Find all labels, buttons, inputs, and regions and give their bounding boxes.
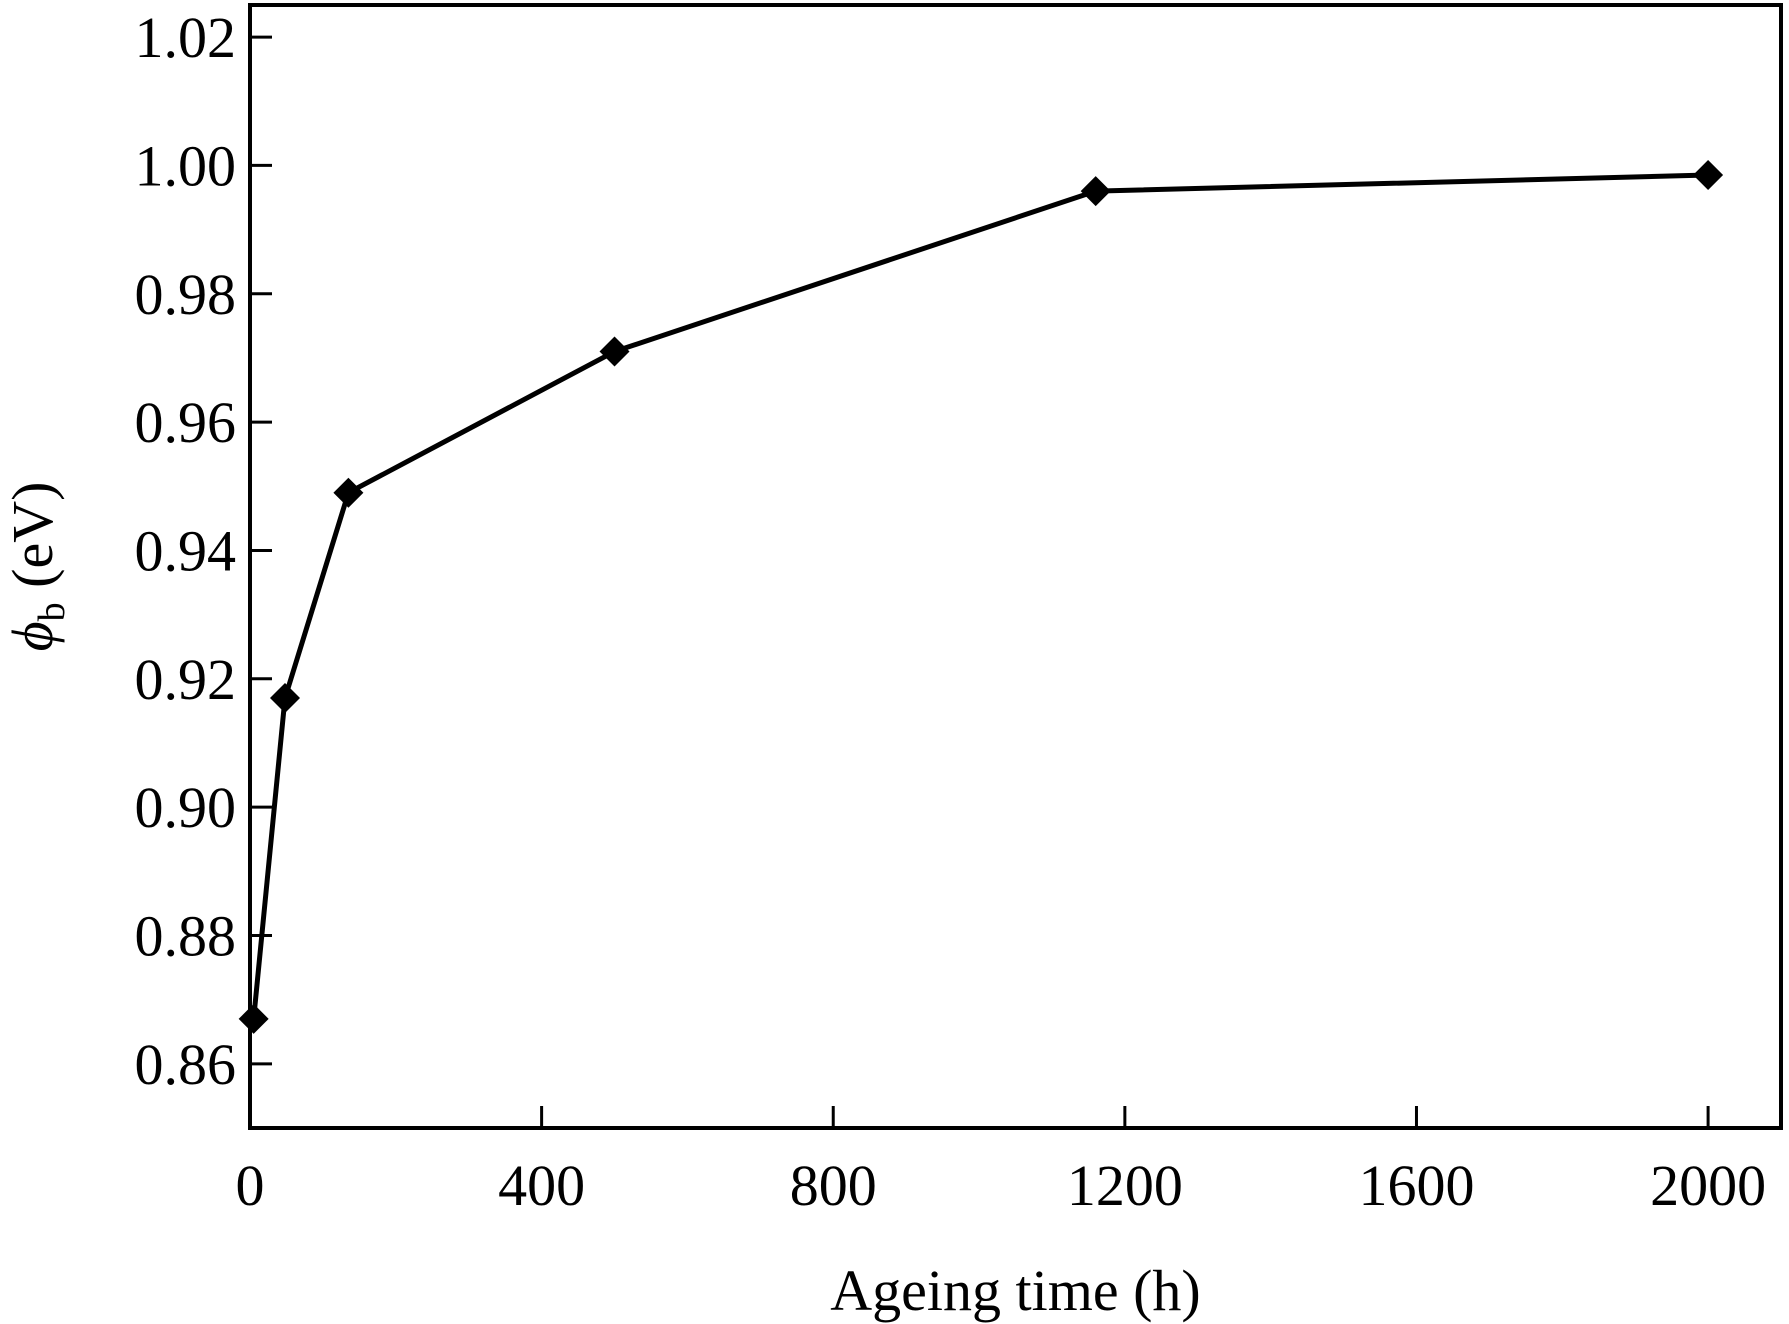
x-tick-label: 800	[790, 1153, 877, 1218]
x-tick-label: 0	[236, 1153, 265, 1218]
plot-frame	[248, 3, 1783, 1130]
y-tick-label: 0.90	[135, 775, 237, 840]
x-tick-label: 400	[498, 1153, 585, 1218]
y-tick-label: 0.88	[135, 903, 237, 968]
data-point-diamond	[333, 477, 364, 508]
x-axis-title: Ageing time (h)	[830, 1258, 1200, 1323]
y-tick-label: 0.92	[135, 647, 237, 712]
y-axis-unit-space	[0, 588, 65, 603]
data-point-diamond	[269, 683, 300, 714]
data-point-diamond	[238, 1003, 269, 1034]
y-axis-symbol: ϕ	[0, 621, 65, 651]
y-tick-label: 0.94	[135, 518, 237, 583]
series-line	[251, 172, 1709, 1020]
y-tick-label: 0.98	[135, 262, 237, 327]
y-tick-label: 1.00	[135, 133, 237, 198]
y-axis-unit: (eV)	[0, 482, 65, 588]
x-tick-label: 1200	[1067, 1153, 1183, 1218]
series-layer	[238, 160, 1724, 1034]
y-axis-subscript: b	[31, 602, 73, 621]
y-tick-label: 0.96	[135, 390, 237, 455]
ticks-layer: 0 400 800 1200 1600 2000 0.86 0.88 0.90 0.92 0.94 0…	[135, 5, 1767, 1218]
y-tick-label: 0.86	[135, 1032, 237, 1097]
data-point-diamond	[1080, 176, 1111, 207]
y-tick-label: 1.02	[135, 5, 237, 70]
data-point-diamond	[1693, 160, 1724, 191]
y-axis-title: ϕb (eV)	[0, 482, 73, 652]
x-tick-label: 2000	[1650, 1153, 1766, 1218]
x-tick-label: 1600	[1358, 1153, 1474, 1218]
data-point-diamond	[599, 336, 630, 367]
